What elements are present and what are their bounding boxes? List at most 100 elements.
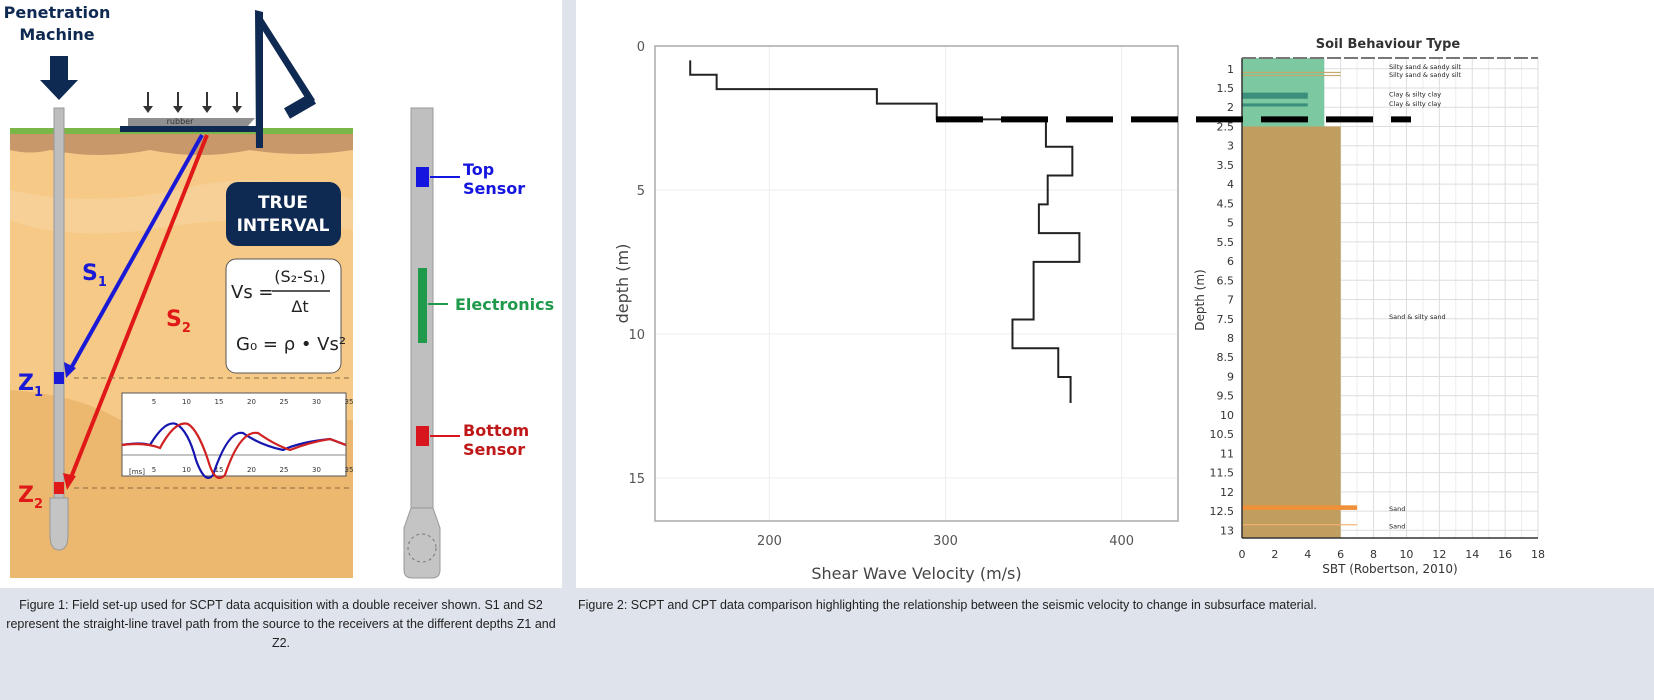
sbt-layer-bar: [1242, 74, 1341, 77]
rubber-plate: [128, 118, 255, 126]
x-tick-label: 18: [1531, 548, 1545, 561]
s1-label: S1: [82, 261, 107, 290]
probe-tip-ring: [407, 533, 437, 563]
y-tick-label: 9: [1227, 370, 1234, 383]
x-tick-label: 6: [1337, 548, 1344, 561]
y-tick-label: 3.5: [1217, 159, 1235, 172]
formula-g0: G₀ = ρ • Vs²: [236, 334, 346, 355]
y-tick-label: 12.5: [1210, 505, 1235, 518]
y-tick-label: 2.5: [1217, 120, 1235, 133]
y-tick-label: 1.5: [1217, 82, 1235, 95]
sbt-annotation: Silty sand & sandy silt: [1389, 71, 1462, 79]
waveform-tick-top: 30: [312, 398, 321, 406]
chart-title: Soil Behaviour Type: [1316, 37, 1461, 52]
y-tick-label: 5: [637, 184, 645, 199]
sbt-layer-bar: [1242, 505, 1358, 510]
sbt-layer-bar: [1242, 524, 1358, 526]
s1-ray: [68, 134, 204, 371]
y-tick-label: 0: [637, 40, 645, 55]
y-tick-label: 6: [1227, 255, 1234, 268]
y-tick-label: 5: [1227, 217, 1234, 230]
true-interval-line1: TRUE: [258, 193, 308, 213]
x-tick-label: 16: [1498, 548, 1512, 561]
figure1-caption: Figure 1: Field set-up used for SCPT dat…: [6, 598, 556, 650]
x-tick-label: 12: [1432, 548, 1446, 561]
sbt-annotation: Sand & silty sand: [1389, 313, 1446, 321]
y-tick-label: 7.5: [1217, 313, 1235, 326]
y-tick-label: 10.5: [1210, 428, 1235, 441]
waveform-red: [121, 422, 347, 479]
z1-sensor: [54, 372, 64, 384]
hammer-icon: [284, 93, 316, 119]
top-sensor-label-2: Sensor: [463, 179, 525, 198]
formula-vs-lhs: Vs =: [231, 282, 274, 303]
sbt-layer-bar: [1242, 126, 1341, 538]
y-tick-label: 8.5: [1217, 351, 1235, 364]
z2-label: Z2: [18, 483, 43, 512]
s2-arrowhead: [63, 473, 76, 490]
shear-wave-velocity-chart: 200 300 400 0 5 10 15 Shear Wave Velocity (m/s)…: [613, 40, 1179, 583]
probe-tip: [403, 507, 441, 579]
sbt-annotation: Silty sand & sandy silt: [1389, 63, 1462, 71]
y-tick-label: 2: [1227, 101, 1234, 114]
waveform-tick-top: 35: [345, 398, 354, 406]
scpt-field-setup-illustration: Penetration Machine rubber S1 S2 Z1 Z2 T…: [4, 3, 554, 579]
waveform-tick-bottom: 25: [280, 466, 289, 474]
sbt-annotation: Clay & silty clay: [1389, 90, 1441, 98]
waveform-tick-bottom: 35: [345, 466, 354, 474]
x-tick-label: 400: [1109, 534, 1134, 549]
sbt-annotation: Sand: [1389, 522, 1405, 530]
x-tick-label: 14: [1465, 548, 1479, 561]
plate-base: [120, 126, 260, 132]
figure2-caption: Figure 2: SCPT and CPT data comparison h…: [578, 598, 1317, 612]
y-tick-label: 11.5: [1210, 467, 1235, 480]
sbt-annotation: Sand: [1389, 505, 1405, 513]
x-tick-label: 8: [1370, 548, 1377, 561]
top-sensor-label-1: Top: [463, 160, 494, 179]
x-tick-label: 200: [757, 534, 782, 549]
waveform-tick-bottom: 15: [215, 466, 224, 474]
y-tick-label: 11: [1220, 447, 1234, 460]
plot-frame: [654, 45, 1179, 522]
x-tick-label: 10: [1399, 548, 1413, 561]
bottom-sensor-label-1: Bottom: [463, 421, 529, 440]
waveform-ticks: 5 5 10 10 15 15 20 20 25 25 30 30 35 35: [152, 398, 354, 474]
hammer-frame: [255, 10, 315, 148]
waveform-tick-top: 25: [280, 398, 289, 406]
y-tick-label: 4.5: [1217, 197, 1235, 210]
waveform-tick-top: 10: [182, 398, 191, 406]
x-axis-label: Shear Wave Velocity (m/s): [811, 564, 1021, 583]
figure1-panel: Penetration Machine rubber S1 S2 Z1 Z2 T…: [0, 0, 562, 588]
sbt-layer-bar: [1242, 58, 1325, 127]
y-tick-label: 15: [628, 472, 645, 487]
waveform-tick-top: 5: [152, 398, 156, 406]
y-tick-label: 12: [1220, 486, 1234, 499]
y-tick-label: 9.5: [1217, 390, 1235, 403]
true-interval-line2: INTERVAL: [237, 216, 330, 236]
figure2-panel: 200 300 400 0 5 10 15 Shear Wave Velocity (m/s)…: [576, 0, 1654, 588]
soil-behaviour-type-chart: 0 2 4 6 8 10 12 14 16 1811.522.533.544.555.566.57…: [1193, 37, 1545, 576]
x-axis-label: SBT (Robertson, 2010): [1322, 562, 1458, 576]
y-tick-label: 3: [1227, 140, 1234, 153]
bottom-sensor-label-2: Sensor: [463, 440, 525, 459]
waveform-tick-bottom: 30: [312, 466, 321, 474]
waveform-tick-bottom: 10: [182, 466, 191, 474]
waveform-tick-bottom: 5: [152, 466, 156, 474]
z1-label: Z1: [18, 371, 43, 400]
y-tick-label: 13: [1220, 524, 1234, 537]
formula-numerator: (S₂-S₁): [274, 267, 325, 286]
s1-arrowhead: [64, 362, 76, 378]
s2-label: S2: [166, 307, 191, 336]
y-axis-label: depth (m): [613, 244, 632, 324]
cone-tip: [49, 497, 69, 551]
z2-sensor: [54, 482, 64, 494]
top-sensor-marker: [416, 167, 429, 187]
y-tick-label: 6.5: [1217, 274, 1235, 287]
formula-box: [225, 258, 342, 374]
down-arrow-icon: [40, 56, 78, 100]
rubber-label: rubber: [167, 117, 194, 126]
y-tick-label: 7: [1227, 294, 1234, 307]
machine-label-2: Machine: [19, 25, 94, 44]
y-tick-label: 5.5: [1217, 236, 1235, 249]
